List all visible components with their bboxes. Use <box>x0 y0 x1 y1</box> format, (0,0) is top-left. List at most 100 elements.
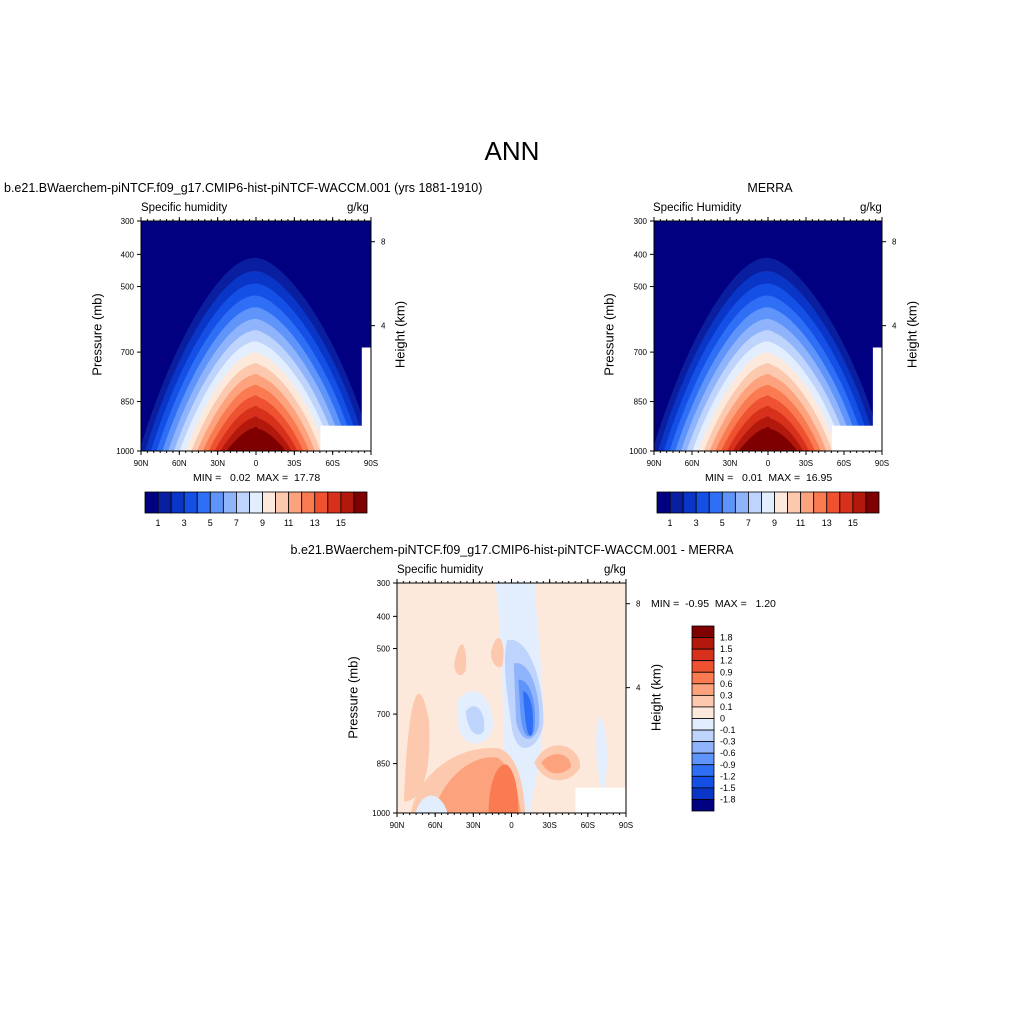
colorbar-swatch <box>236 491 250 514</box>
colorbar-label: 0.6 <box>720 679 733 689</box>
x-tick-label: 30N <box>210 459 225 468</box>
colorbar-swatch <box>691 648 715 662</box>
contour-level <box>488 764 519 813</box>
colorbar-swatch <box>656 491 671 514</box>
panel-2-unit-label: g/kg <box>860 202 882 214</box>
y2-tick-label: 8 <box>381 238 386 247</box>
x-tick-label: 0 <box>509 821 514 830</box>
y2-tick-label: 4 <box>892 322 897 331</box>
colorbar-label: 15 <box>336 518 346 528</box>
colorbar-swatch <box>691 706 715 719</box>
panel-2-stats: MIN = 0.01 MAX = 16.95 <box>705 472 833 484</box>
y2-tick-label: 8 <box>636 600 641 609</box>
colorbar-swatch <box>813 491 828 514</box>
y-tick-label: 500 <box>121 283 135 292</box>
y-tick-label: 400 <box>377 612 391 621</box>
x-tick-label: 30S <box>287 459 301 468</box>
y-tick-label: 500 <box>634 283 648 292</box>
colorbar-swatch <box>800 491 815 514</box>
colorbar-label: -0.1 <box>720 725 736 735</box>
colorbar-swatch <box>708 491 723 514</box>
colorbar-swatch <box>691 683 715 696</box>
x-tick-label: 0 <box>766 459 771 468</box>
y-tick-label: 1000 <box>629 447 647 456</box>
colorbar-swatch <box>748 491 762 514</box>
colorbar-swatch <box>691 729 715 743</box>
x-tick-label: 30N <box>723 459 738 468</box>
panel-2-field <box>654 221 882 451</box>
x-tick-label: 90N <box>647 459 662 468</box>
y-tick-label: 500 <box>377 645 391 654</box>
contour-level <box>596 716 608 795</box>
colorbar-label: -0.3 <box>720 737 736 747</box>
colorbar-label: 1.2 <box>720 656 733 666</box>
panel-3-variable-label: Specific humidity <box>397 564 484 576</box>
colorbar-label: 7 <box>746 518 751 528</box>
y-tick-label: 850 <box>377 760 391 769</box>
colorbar-swatch <box>691 752 715 766</box>
colorbar-label: 1 <box>156 518 161 528</box>
x-tick-label: 90N <box>390 821 405 830</box>
panel-3-unit-label: g/kg <box>604 564 626 576</box>
contour-level <box>226 426 286 451</box>
colorbar-label: 0.9 <box>720 667 733 677</box>
x-tick-label: 30S <box>799 459 813 468</box>
colorbar-swatch <box>249 491 263 514</box>
contour-level <box>465 706 485 735</box>
colorbar-swatch <box>314 491 329 514</box>
x-tick-label: 30S <box>543 821 557 830</box>
y2-tick-label: 8 <box>892 238 897 247</box>
colorbar-label: 5 <box>208 518 213 528</box>
colorbar-swatch <box>691 718 715 731</box>
colorbar-swatch <box>353 491 368 514</box>
colorbar-swatch <box>301 491 316 514</box>
colorbar-swatch <box>774 491 788 514</box>
y-tick-label: 700 <box>634 348 648 357</box>
contour-level <box>738 426 798 451</box>
y-tick-label: 300 <box>121 217 135 226</box>
colorbar-label: 9 <box>260 518 265 528</box>
x-tick-label: 90N <box>134 459 149 468</box>
colorbar-label: 1.8 <box>720 633 733 643</box>
colorbar-label: 15 <box>848 518 858 528</box>
colorbar-swatch <box>691 775 715 789</box>
y-tick-label: 400 <box>634 250 648 259</box>
colorbar-label: -1.5 <box>720 783 736 793</box>
colorbar-swatch <box>695 491 710 514</box>
colorbar-swatch <box>691 741 715 754</box>
panel-2-variable-label: Specific Humidity <box>653 202 742 214</box>
missing-data-mask <box>575 787 626 813</box>
colorbar-label: 13 <box>822 518 832 528</box>
colorbar-label: -1.8 <box>720 794 736 804</box>
contour-level <box>490 638 504 668</box>
colorbar-label: 0.3 <box>720 690 733 700</box>
colorbar-swatch <box>682 491 697 514</box>
panel-1-title: b.e21.BWaerchem-piNTCF.f09_g17.CMIP6-his… <box>4 181 483 195</box>
colorbar-swatch <box>288 491 303 514</box>
colorbar-label: 3 <box>694 518 699 528</box>
colorbar-swatch <box>865 491 880 514</box>
panel-1-unit-label: g/kg <box>347 202 369 214</box>
colorbar-swatch <box>157 491 172 514</box>
colorbar-swatch <box>144 491 159 514</box>
panel-3-field <box>397 583 626 813</box>
panel-3-stats: MIN = -0.95 MAX = 1.20 <box>651 598 776 610</box>
colorbar-label: 9 <box>772 518 777 528</box>
y-tick-label: 400 <box>121 250 135 259</box>
x-tick-label: 90S <box>364 459 378 468</box>
colorbar-swatch <box>170 491 185 514</box>
colorbar-swatch <box>669 491 684 514</box>
colorbar-swatch <box>691 694 715 708</box>
contour-level <box>541 754 572 774</box>
colorbar-swatch <box>787 491 802 514</box>
colorbar-swatch <box>327 491 342 514</box>
colorbar-label: 5 <box>720 518 725 528</box>
y-tick-label: 1000 <box>116 447 134 456</box>
colorbar-swatch <box>196 491 211 514</box>
y-tick-label: 700 <box>121 348 135 357</box>
colorbar-swatch <box>340 491 355 514</box>
x-tick-label: 60N <box>172 459 187 468</box>
panel-1-variable-label: Specific humidity <box>141 202 228 214</box>
contour-level <box>415 795 448 813</box>
